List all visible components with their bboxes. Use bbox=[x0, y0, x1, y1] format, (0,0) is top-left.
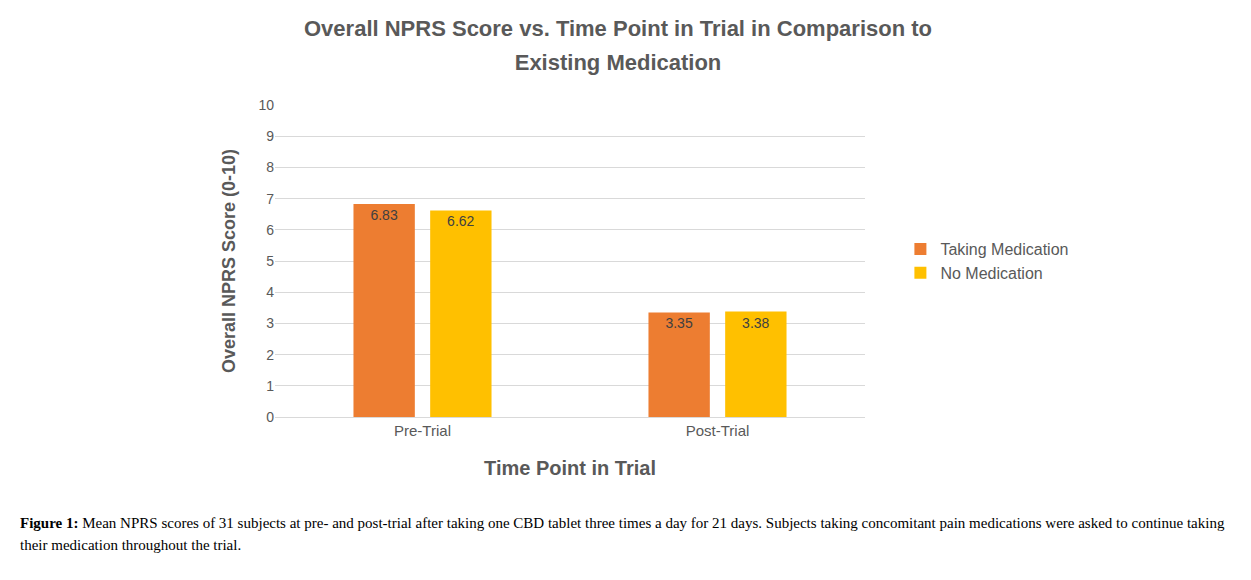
svg-text:6.62: 6.62 bbox=[447, 213, 474, 229]
svg-text:Time Point in Trial: Time Point in Trial bbox=[484, 457, 656, 479]
svg-text:6: 6 bbox=[266, 222, 274, 238]
svg-text:5: 5 bbox=[266, 253, 274, 269]
svg-text:Overall NPRS Score (0-10): Overall NPRS Score (0-10) bbox=[219, 149, 239, 373]
svg-text:0: 0 bbox=[266, 409, 274, 425]
svg-text:3.35: 3.35 bbox=[665, 315, 692, 331]
html-text:Overall NPRS Score vs. Time Po: Overall NPRS Score vs. Time Point in Tri… bbox=[304, 16, 932, 75]
svg-text:1: 1 bbox=[266, 378, 274, 394]
svg-text:10: 10 bbox=[258, 97, 274, 113]
svg-text:Taking Medication: Taking Medication bbox=[940, 241, 1068, 258]
svg-text:9: 9 bbox=[266, 128, 274, 144]
html-text:Figure 1: Mean NPRS scores of: Figure 1: Mean NPRS scores of 31 subject… bbox=[20, 515, 1225, 553]
svg-text:2: 2 bbox=[266, 347, 274, 363]
svg-text:Pre-Trial: Pre-Trial bbox=[394, 422, 451, 439]
svg-text:3.38: 3.38 bbox=[742, 315, 769, 331]
svg-text:No Medication: No Medication bbox=[940, 265, 1042, 282]
svg-text:4: 4 bbox=[266, 284, 274, 300]
svg-text:8: 8 bbox=[266, 159, 274, 175]
svg-text:7: 7 bbox=[266, 191, 274, 207]
svg-text:Post-Trial: Post-Trial bbox=[686, 422, 750, 439]
svg-text:6.83: 6.83 bbox=[370, 207, 397, 223]
svg-text:3: 3 bbox=[266, 315, 274, 331]
